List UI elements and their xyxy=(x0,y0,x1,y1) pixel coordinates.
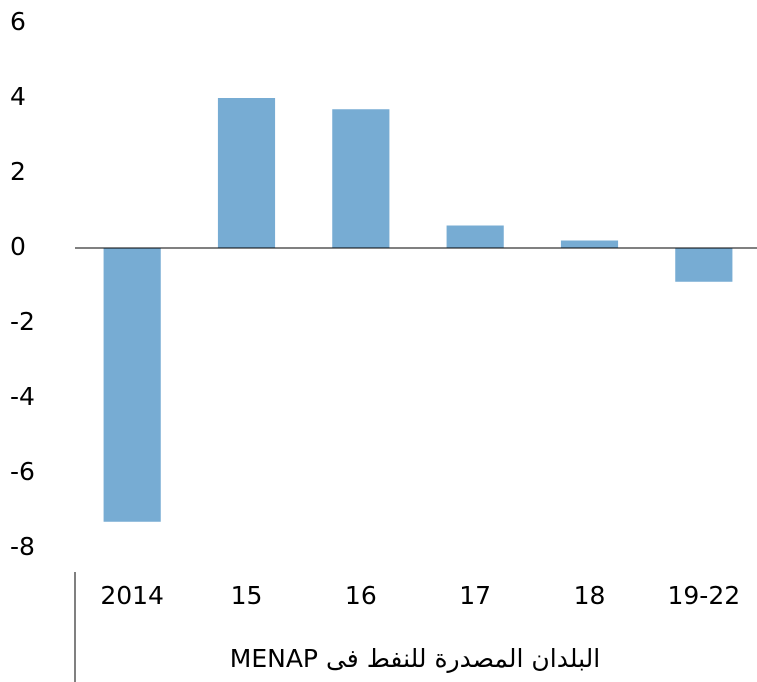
x-tick-label: 15 xyxy=(231,581,263,610)
x-tick-label: 19-22 xyxy=(668,581,741,610)
chart-title: البلدان المصدرة للنفط فى MENAP xyxy=(230,644,600,673)
y-tick-label: 6 xyxy=(10,7,26,36)
x-tick-label: 17 xyxy=(459,581,491,610)
bar xyxy=(332,109,390,248)
bar xyxy=(217,98,276,248)
y-tick-label: -8 xyxy=(10,532,35,561)
bar xyxy=(560,240,619,248)
x-tick-label: 18 xyxy=(574,581,606,610)
y-tick-label: 4 xyxy=(10,82,26,111)
y-tick-label: 0 xyxy=(10,232,26,261)
y-tick-label: -2 xyxy=(10,307,35,336)
y-tick-label: -6 xyxy=(10,457,35,486)
x-tick-label: 16 xyxy=(345,581,377,610)
x-tick-label: 2014 xyxy=(100,581,164,610)
bar xyxy=(103,248,161,522)
y-tick-label: -4 xyxy=(10,382,35,411)
bar xyxy=(446,225,504,248)
y-tick-label: 2 xyxy=(10,157,26,186)
bar xyxy=(675,248,733,282)
